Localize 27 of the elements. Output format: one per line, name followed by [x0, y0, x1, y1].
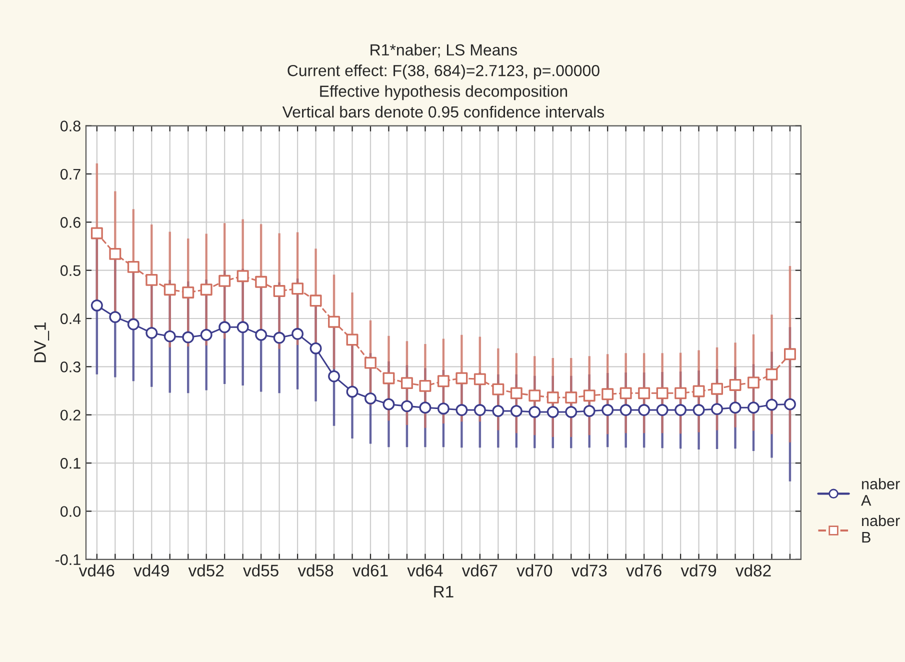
x-tick-label: vd64: [407, 564, 443, 576]
x-tick-label: vd82: [735, 564, 771, 576]
x-tick-label: vd61: [352, 564, 388, 576]
legend-label: naber B: [862, 514, 900, 542]
y-axis-title: DV_1: [34, 322, 50, 362]
y-tick-label: 0.4: [60, 313, 81, 324]
x-tick-label: vd52: [188, 564, 224, 576]
x-tick-label: vd55: [243, 564, 278, 576]
x-tick-label: vd46: [78, 564, 114, 576]
x-tick-label: vd79: [680, 564, 716, 576]
x-tick-label: vd73: [571, 564, 607, 576]
x-tick-label: vd49: [134, 564, 169, 576]
chart-title: R1*naber; LS Means Current effect: F(38, 684)=2.7123, p=.00000 Effective hypothesis decomposition Vertical bars denote 0.95 confidence intervals: [282, 44, 604, 118]
x-tick-label: vd76: [626, 564, 662, 576]
y-tick-label: -0.1: [55, 554, 80, 566]
y-tick-label: 0.0: [60, 506, 81, 517]
x-tick-label: vd67: [462, 564, 498, 576]
y-tick-label: 0.5: [60, 265, 80, 276]
x-tick-label: vd70: [516, 564, 552, 576]
y-tick-label: 0.6: [60, 217, 80, 228]
x-axis-title: R1: [434, 586, 454, 598]
y-tick-label: 0.1: [60, 458, 80, 469]
x-tick-label: vd58: [298, 564, 334, 576]
y-tick-label: 0.8: [60, 120, 80, 132]
y-tick-label: 0.3: [60, 362, 80, 372]
y-tick-label: 0.2: [60, 410, 80, 421]
y-tick-label: 0.7: [60, 168, 80, 180]
